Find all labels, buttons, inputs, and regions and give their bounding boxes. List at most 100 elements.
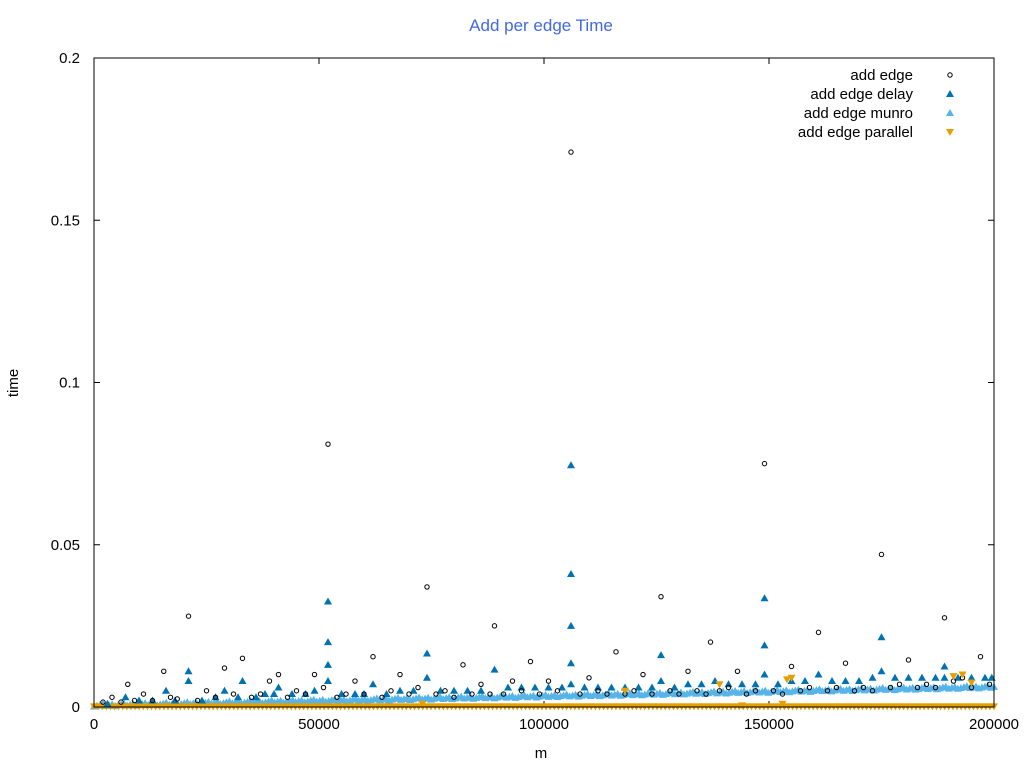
data-point-add-edge-delay [337, 690, 346, 698]
data-point-add-edge-delay [234, 693, 242, 701]
data-point-add-edge [302, 691, 309, 697]
data-point-add-edge-delay [594, 683, 602, 691]
data-point-add-edge [878, 551, 885, 558]
data-point-add-edge-parallel [958, 671, 967, 679]
data-point-add-edge [797, 688, 804, 694]
data-point-add-edge [923, 681, 930, 687]
data-point-add-edge [761, 460, 768, 467]
data-point-add-edge-delay [801, 677, 809, 685]
data-point-add-edge [491, 623, 498, 629]
data-point-add-edge-delay [738, 680, 746, 688]
data-point-add-edge [140, 691, 147, 697]
x-tick-label: 0 [90, 716, 98, 733]
data-point-add-edge-delay [288, 690, 296, 698]
data-point-add-edge [824, 688, 831, 694]
data-point-add-edge [343, 691, 349, 697]
data-point-add-edge [239, 655, 246, 662]
data-point-add-edge-delay [274, 683, 283, 691]
data-point-add-edge [352, 678, 358, 684]
data-point-add-edge-parallel [967, 679, 976, 687]
data-point-add-edge [640, 671, 646, 678]
legend-label: add edge munro [804, 105, 913, 122]
data-point-add-edge-delay [324, 677, 332, 685]
data-point-add-edge-delay [135, 696, 143, 704]
data-point-add-edge [248, 694, 255, 700]
data-point-add-edge [815, 629, 822, 636]
data-point-add-edge [707, 639, 714, 645]
data-point-add-edge-delay [238, 677, 247, 685]
data-point-add-edge-delay [369, 680, 377, 688]
data-point-add-edge-delay [580, 683, 589, 691]
data-point-add-edge-delay [184, 667, 193, 675]
data-point-add-edge [442, 688, 448, 694]
data-point-add-edge [100, 699, 106, 705]
data-point-add-edge-delay [558, 683, 566, 691]
data-point-add-edge [941, 615, 948, 621]
data-point-add-edge-delay [751, 680, 760, 688]
data-point-add-edge-delay [940, 673, 949, 681]
data-point-add-edge [577, 691, 583, 697]
data-point-add-edge [631, 688, 637, 694]
data-point-add-edge [221, 665, 228, 671]
data-point-add-edge-delay [774, 680, 782, 688]
data-point-add-edge-delay [450, 686, 458, 694]
legend-marker [946, 109, 954, 116]
data-point-add-edge-delay [855, 677, 863, 685]
data-point-add-edge [230, 691, 237, 697]
data-point-add-edge-delay [981, 673, 989, 681]
data-point-add-edge [986, 681, 993, 687]
data-point-add-edge [185, 613, 192, 619]
data-point-add-edge [388, 688, 394, 694]
plot-frame [93, 57, 995, 708]
data-point-add-edge [806, 684, 813, 691]
data-point-add-edge-delay [657, 651, 665, 659]
data-point-add-edge [545, 678, 552, 684]
data-point-add-edge-delay [904, 673, 913, 681]
data-point-add-edge-delay [103, 699, 112, 707]
data-point-add-edge-delay [324, 597, 332, 605]
data-point-add-edge-delay [648, 683, 656, 691]
data-point-add-edge-delay [877, 667, 886, 675]
x-tick-label: 200000 [969, 716, 1019, 733]
data-point-add-edge [860, 684, 867, 691]
data-point-add-edge-delay [607, 683, 616, 691]
data-point-add-edge-delay [634, 683, 643, 691]
legend: add edge add edge delay add edge munro add … [798, 67, 954, 141]
data-point-add-edge [406, 691, 412, 697]
data-point-add-edge-delay [567, 680, 575, 688]
data-point-add-edge-delay [324, 660, 332, 668]
data-point-add-edge-delay [877, 633, 886, 641]
data-point-add-edge-delay [531, 683, 539, 691]
data-point-add-edge-delay [940, 662, 949, 670]
data-point-add-edge [833, 684, 840, 691]
data-point-add-edge-delay [121, 693, 130, 701]
data-point-add-edge [649, 691, 655, 697]
data-point-add-edge-delay [684, 680, 692, 688]
data-point-add-edge [370, 654, 376, 660]
y-tick-label: 0.1 [59, 375, 80, 392]
data-point-add-edge-delay [423, 649, 431, 657]
legend-marker [946, 129, 954, 136]
data-point-add-edge [842, 660, 849, 666]
data-point-add-edge-delay [184, 677, 193, 685]
data-point-add-edge-delay [162, 686, 170, 694]
data-point-add-edge-delay [423, 673, 431, 681]
data-point-add-edge [595, 688, 601, 694]
data-point-add-edge-delay [841, 677, 850, 685]
data-point-add-edge [174, 696, 180, 702]
chart-title: Add per edge Time [469, 16, 613, 35]
data-point-add-edge-delay [567, 569, 575, 577]
data-point-add-edge [905, 657, 912, 663]
data-point-add-edge-delay [967, 673, 976, 681]
data-point-add-edge [266, 678, 273, 684]
data-point-add-edge [743, 691, 750, 697]
data-point-add-edge-parallel [949, 673, 958, 681]
data-point-add-edge-delay [918, 673, 926, 681]
data-point-add-edge [469, 691, 475, 697]
data-point-add-edge [433, 691, 439, 697]
data-point-add-edge [734, 668, 741, 675]
data-point-add-edge [527, 658, 534, 665]
y-tick-label: 0.15 [51, 212, 80, 229]
data-point-add-edge-delay [463, 686, 472, 694]
